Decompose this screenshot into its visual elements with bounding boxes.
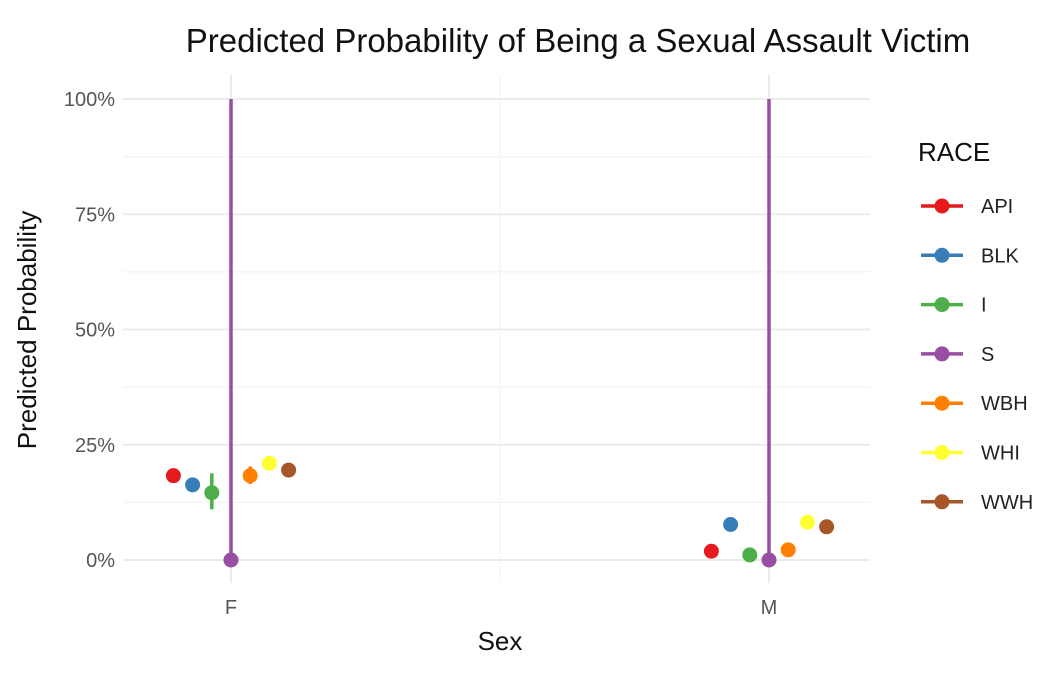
legend-item-wbh: WBH xyxy=(921,393,1028,415)
y-tick-label: 75% xyxy=(75,204,115,226)
legend-title: RACE xyxy=(918,137,990,167)
legend-key-point xyxy=(934,198,950,214)
legend-item-api: API xyxy=(921,196,1013,218)
legend-label: S xyxy=(981,344,994,366)
x-tick-label: F xyxy=(225,597,237,619)
y-tick-label: 25% xyxy=(75,435,115,457)
legend-item-s: S xyxy=(921,344,994,366)
legend-key-point xyxy=(934,395,950,411)
point-blk-f xyxy=(185,477,201,493)
y-tick-label: 0% xyxy=(86,550,115,572)
point-wwh-m xyxy=(819,519,835,535)
legend-label: WBH xyxy=(981,393,1028,415)
point-s-m xyxy=(761,552,777,568)
point-wbh-f xyxy=(242,468,258,484)
point-wwh-f xyxy=(281,462,297,478)
point-api-m xyxy=(703,543,719,559)
legend-label: BLK xyxy=(981,245,1019,267)
legend-key-point xyxy=(934,346,950,362)
point-wbh-m xyxy=(780,542,796,558)
legend-item-wwh: WWH xyxy=(921,492,1033,514)
y-tick-labels: 0% 25% 50% 75% 100% xyxy=(64,89,115,572)
legend-label: WWH xyxy=(981,492,1033,514)
legend-key-point xyxy=(934,297,950,313)
point-i-m xyxy=(742,547,758,563)
point-whi-f xyxy=(261,455,277,471)
gridlines xyxy=(123,75,870,583)
legend-label: WHI xyxy=(981,443,1020,465)
y-tick-label: 50% xyxy=(75,320,115,342)
legend-label: API xyxy=(981,196,1013,218)
point-s-f xyxy=(223,552,239,568)
y-axis-title: Predicted Probability xyxy=(12,211,42,449)
point-i-f xyxy=(204,485,220,501)
point-api-f xyxy=(165,468,181,484)
x-axis-title: Sex xyxy=(478,626,523,656)
point-whi-m xyxy=(799,514,815,530)
point-blk-m xyxy=(723,517,739,533)
data-marks xyxy=(165,99,835,568)
legend-items: API BLK I S WBH WHI WWH xyxy=(921,196,1033,514)
legend-item-whi: WHI xyxy=(921,443,1020,465)
legend: RACE API BLK I S WBH WHI WWH xyxy=(918,137,1033,514)
legend-key-point xyxy=(934,445,950,460)
chart-title: Predicted Probability of Being a Sexual … xyxy=(186,22,970,59)
x-tick-label: M xyxy=(761,597,778,619)
legend-item-i: I xyxy=(921,295,987,317)
y-tick-label: 100% xyxy=(64,89,115,111)
legend-key-point xyxy=(934,247,950,263)
legend-key-point xyxy=(934,494,950,510)
legend-item-blk: BLK xyxy=(921,245,1019,267)
legend-label: I xyxy=(981,295,987,317)
